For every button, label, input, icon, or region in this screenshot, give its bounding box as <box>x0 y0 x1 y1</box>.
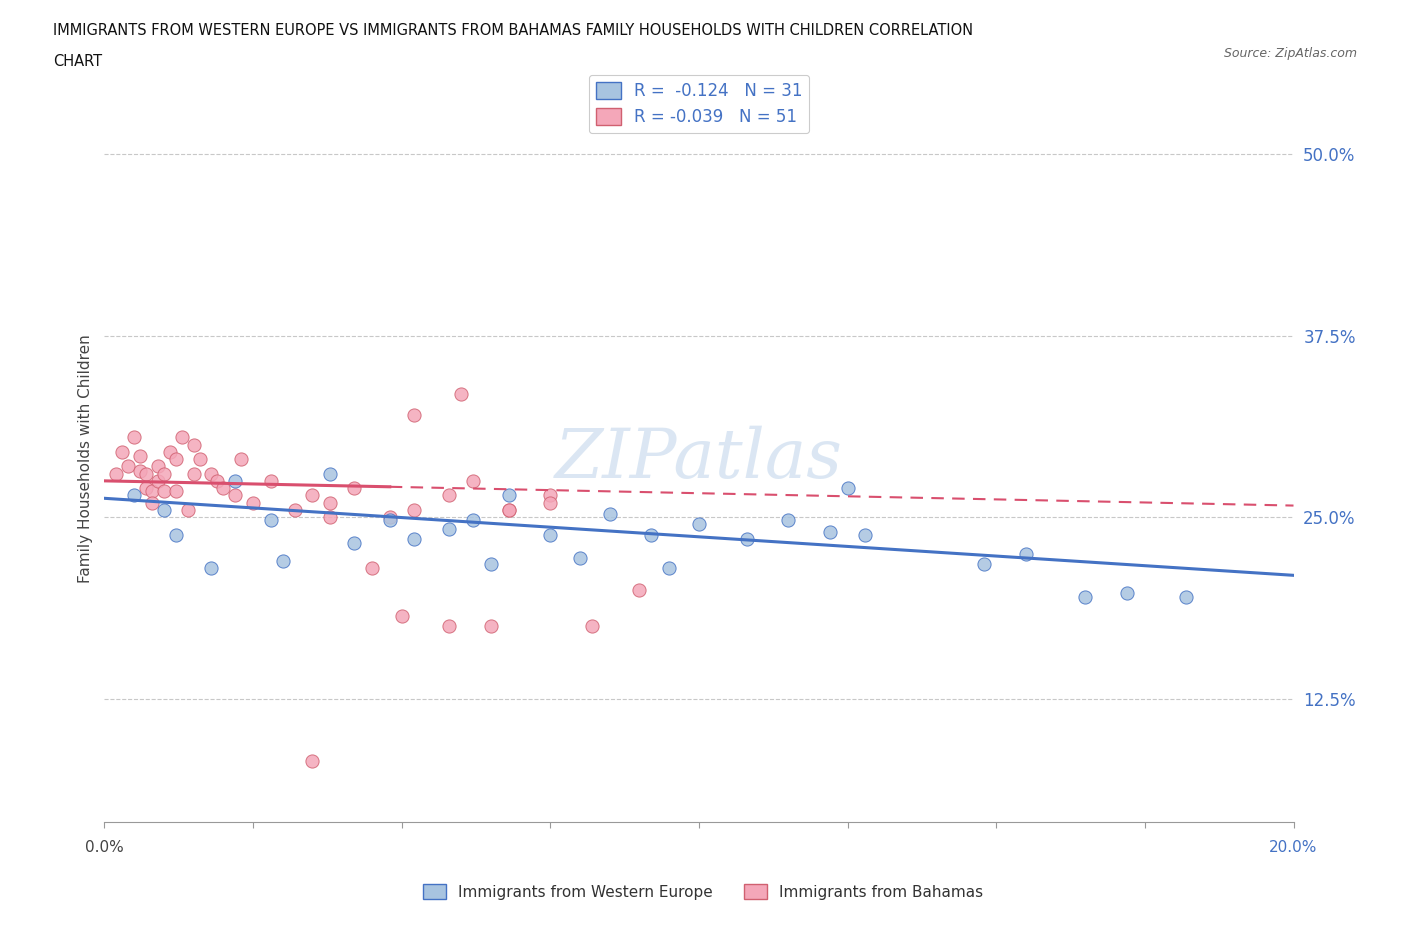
Point <box>165 484 187 498</box>
Point <box>973 556 995 571</box>
Point <box>855 527 877 542</box>
Point <box>159 445 181 459</box>
Point <box>1116 585 1139 600</box>
Point <box>402 502 425 517</box>
Point <box>378 510 401 525</box>
Point <box>165 527 187 542</box>
Point <box>170 430 193 445</box>
Point <box>153 466 176 481</box>
Point <box>153 502 176 517</box>
Point <box>146 458 169 473</box>
Point <box>461 473 484 488</box>
Point <box>207 473 229 488</box>
Point <box>105 466 128 481</box>
Point <box>688 517 710 532</box>
Legend: R =  -0.124   N = 31, R = -0.039   N = 51: R = -0.124 N = 31, R = -0.039 N = 51 <box>589 75 808 133</box>
Point <box>224 488 246 503</box>
Text: IMMIGRANTS FROM WESTERN EUROPE VS IMMIGRANTS FROM BAHAMAS FAMILY HOUSEHOLDS WITH: IMMIGRANTS FROM WESTERN EUROPE VS IMMIGR… <box>53 23 973 38</box>
Text: ZIPatlas: ZIPatlas <box>555 426 842 493</box>
Point <box>658 561 681 576</box>
Point <box>183 437 205 452</box>
Point <box>538 495 561 510</box>
Point <box>260 473 283 488</box>
Point <box>439 488 461 503</box>
Point <box>122 430 145 445</box>
Point <box>343 536 366 551</box>
Point <box>188 452 211 467</box>
Point <box>141 484 163 498</box>
Point <box>439 618 461 633</box>
Point <box>153 484 176 498</box>
Point <box>391 608 413 623</box>
Point <box>242 495 264 510</box>
Point <box>122 488 145 503</box>
Point <box>538 527 561 542</box>
Point <box>1015 546 1038 561</box>
Point <box>183 466 205 481</box>
Text: CHART: CHART <box>53 54 103 69</box>
Text: 20.0%: 20.0% <box>1270 840 1317 855</box>
Point <box>224 473 246 488</box>
Point <box>461 512 484 527</box>
Point <box>818 525 841 539</box>
Point <box>141 495 163 510</box>
Point <box>176 502 198 517</box>
Point <box>402 408 425 423</box>
Legend: Immigrants from Western Europe, Immigrants from Bahamas: Immigrants from Western Europe, Immigran… <box>418 877 988 906</box>
Point <box>439 522 461 537</box>
Point <box>378 512 401 527</box>
Point <box>165 452 187 467</box>
Point <box>735 532 758 547</box>
Point <box>212 481 235 496</box>
Point <box>319 495 342 510</box>
Point <box>343 481 366 496</box>
Point <box>498 488 520 503</box>
Point <box>135 466 157 481</box>
Point <box>284 502 307 517</box>
Point <box>271 553 294 568</box>
Point <box>146 473 169 488</box>
Point <box>260 512 283 527</box>
Point <box>135 481 157 496</box>
Point <box>361 561 384 576</box>
Point <box>778 512 800 527</box>
Point <box>319 510 342 525</box>
Point <box>498 502 520 517</box>
Text: Source: ZipAtlas.com: Source: ZipAtlas.com <box>1223 46 1357 60</box>
Point <box>129 463 152 478</box>
Point <box>450 386 472 401</box>
Point <box>640 527 662 542</box>
Point <box>498 502 520 517</box>
Point <box>129 448 152 463</box>
Point <box>1175 590 1198 604</box>
Text: 0.0%: 0.0% <box>84 840 124 855</box>
Point <box>628 582 651 597</box>
Point <box>231 452 253 467</box>
Point <box>111 445 134 459</box>
Point <box>837 481 859 496</box>
Point <box>569 551 592 565</box>
Point <box>538 488 561 503</box>
Point <box>479 618 502 633</box>
Point <box>402 532 425 547</box>
Point <box>301 754 323 769</box>
Point <box>581 618 603 633</box>
Point <box>1074 590 1097 604</box>
Point <box>479 556 502 571</box>
Point <box>200 561 222 576</box>
Point <box>319 466 342 481</box>
Point <box>301 488 323 503</box>
Point <box>599 507 621 522</box>
Point <box>200 466 222 481</box>
Point <box>117 458 139 473</box>
Y-axis label: Family Households with Children: Family Households with Children <box>79 335 93 583</box>
